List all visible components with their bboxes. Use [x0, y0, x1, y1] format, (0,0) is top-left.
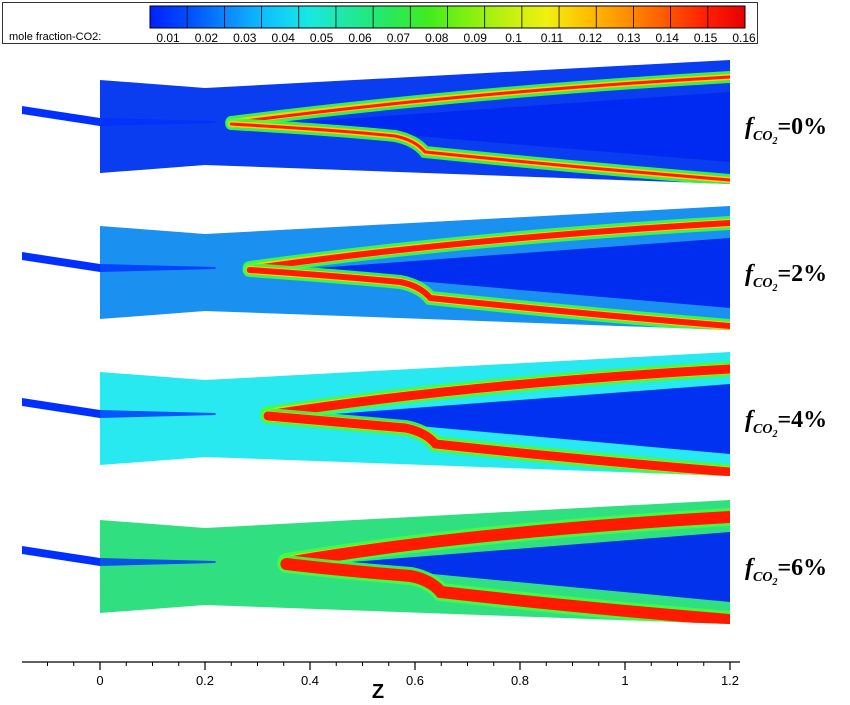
case-symbol: f	[745, 407, 753, 433]
inner-core	[308, 384, 730, 454]
case-value: =4%	[777, 407, 828, 433]
upper-flame-sheet	[286, 511, 730, 568]
colorbar-tick-label: 0.13	[617, 31, 641, 45]
colorbar-tick-label: 0.12	[579, 31, 603, 45]
axis-tick-label: 0.8	[511, 673, 529, 688]
contour-panel-1	[22, 206, 730, 330]
case-label-1: fCO2=2%	[745, 262, 827, 294]
upper-flame-sheet	[252, 220, 730, 271]
case-symbol: f	[745, 114, 753, 140]
case-subsubscript: 2	[772, 282, 778, 294]
contour-panels	[22, 60, 730, 624]
axis-tick-label: 1.2	[721, 673, 739, 688]
lower-flame-sheet	[246, 267, 730, 329]
case-subscript: CO2	[753, 128, 778, 147]
colorbar-tick-label: 0.1	[505, 31, 522, 45]
inner-core	[289, 238, 730, 308]
case-label-0: fCO2=0%	[745, 115, 827, 147]
axis-tick-label: 0.2	[196, 673, 214, 688]
colorbar-tick-label: 0.01	[156, 31, 180, 45]
colorbar-tick-label: 0.16	[732, 31, 756, 45]
lower-flame-sheet	[229, 122, 730, 182]
inner-core	[326, 532, 730, 602]
axis-tick-label: 0	[96, 673, 103, 688]
case-symbol: f	[745, 555, 753, 581]
case-subsubscript: 2	[772, 135, 778, 147]
contour-panel-3	[22, 500, 730, 624]
axis-tick-label: 0.6	[406, 673, 424, 688]
upper-flame-sheet	[269, 364, 730, 419]
axis-tick-label: 0.4	[301, 673, 319, 688]
axis-label: Z	[372, 681, 384, 703]
injector-tube	[22, 546, 100, 566]
colorbar-tick-label: 0.04	[272, 31, 296, 45]
injector-tube	[22, 398, 100, 418]
lower-flame-sheet	[280, 558, 730, 624]
case-symbol: f	[745, 261, 753, 287]
jet-core	[100, 118, 216, 126]
jet-core	[100, 558, 216, 566]
colorbar-tick-label: 0.03	[233, 31, 257, 45]
z-axis: 0 0.2 0.4 0.6 0.8 1 1.2 Z	[22, 661, 740, 703]
colorbar-label: mole fraction-CO2:	[9, 31, 102, 43]
colorbar-tick-label: 0.15	[694, 31, 718, 45]
case-subscript: CO2	[753, 569, 778, 588]
colorbar-tick-label: 0.09	[464, 31, 488, 45]
jet-core	[100, 410, 216, 418]
case-label-3: fCO2=6%	[745, 556, 827, 588]
contour-panel-0	[22, 60, 730, 184]
colorbar-tick-label: 0.14	[656, 31, 680, 45]
case-subsubscript: 2	[772, 576, 778, 588]
case-value: =2%	[777, 261, 828, 287]
case-subscript: CO2	[753, 421, 778, 440]
case-subscript: CO2	[753, 275, 778, 294]
injector-tube	[22, 252, 100, 272]
upper-flame-sheet	[235, 75, 730, 124]
colorbar-tick-label: 0.06	[348, 31, 372, 45]
colorbar-tick-label: 0.05	[310, 31, 334, 45]
case-label-2: fCO2=4%	[745, 408, 827, 440]
colorbar-tick-label: 0.08	[425, 31, 449, 45]
lower-flame-sheet	[263, 411, 730, 476]
inner-core	[271, 92, 730, 162]
injector-tube	[22, 106, 100, 126]
case-value: =0%	[777, 114, 828, 140]
colorbar-tick-label: 0.02	[195, 31, 219, 45]
colorbar-tick-label: 0.11	[541, 31, 564, 45]
jet-core	[100, 264, 216, 272]
colorbar-tick-label: 0.07	[387, 31, 411, 45]
colorbar: 0.01 0.02 0.03 0.04 0.05 0.06 0.07 0.08 0.09 0.1 0…	[149, 5, 756, 45]
contour-panel-2	[22, 352, 730, 476]
case-value: =6%	[777, 555, 828, 581]
axis-tick-label: 1	[621, 673, 628, 688]
case-subsubscript: 2	[772, 428, 778, 440]
